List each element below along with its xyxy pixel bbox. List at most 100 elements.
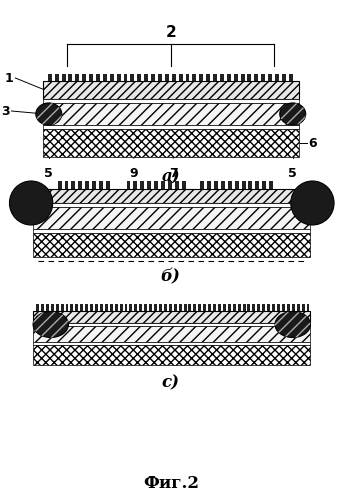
Bar (289, 74, 293, 81)
Bar (174, 304, 177, 311)
Bar (267, 304, 270, 311)
Bar (33, 326, 310, 342)
Ellipse shape (33, 311, 68, 337)
Bar (269, 181, 273, 189)
Bar (262, 304, 265, 311)
Text: 1: 1 (5, 71, 13, 84)
Bar (65, 304, 68, 311)
Bar (268, 74, 272, 81)
Bar (33, 311, 310, 323)
Ellipse shape (36, 103, 62, 125)
Bar (120, 304, 123, 311)
Bar (65, 181, 68, 189)
Bar (218, 304, 221, 311)
Bar (207, 181, 211, 189)
Bar (80, 304, 83, 311)
Bar (43, 99, 299, 103)
Bar (140, 181, 144, 189)
Bar (85, 181, 89, 189)
Bar (179, 304, 182, 311)
Bar (186, 74, 189, 81)
Bar (105, 304, 108, 311)
Bar (43, 125, 299, 129)
Text: 6: 6 (308, 137, 317, 150)
Bar (255, 181, 259, 189)
Bar (144, 304, 147, 311)
Bar (100, 304, 103, 311)
Bar (203, 304, 206, 311)
Text: 7: 7 (170, 167, 178, 180)
Bar (228, 304, 231, 311)
Bar (184, 304, 186, 311)
Bar (126, 181, 130, 189)
Bar (92, 181, 96, 189)
Bar (192, 74, 196, 81)
Bar (182, 181, 186, 189)
Bar (33, 345, 310, 365)
Bar (287, 304, 290, 311)
Bar (243, 304, 246, 311)
Bar (68, 74, 72, 81)
Bar (99, 181, 103, 189)
Ellipse shape (280, 103, 306, 125)
Bar (48, 74, 52, 81)
Bar (110, 304, 113, 311)
Bar (233, 304, 236, 311)
Bar (242, 181, 246, 189)
Bar (43, 129, 299, 157)
Bar (164, 304, 167, 311)
Bar (43, 103, 299, 125)
Bar (238, 304, 241, 311)
Bar (221, 181, 225, 189)
Bar (134, 304, 137, 311)
Bar (248, 181, 252, 189)
Bar (223, 304, 226, 311)
Bar (282, 74, 286, 81)
Bar (200, 181, 204, 189)
Bar (133, 181, 137, 189)
Bar (179, 74, 183, 81)
Text: б): б) (161, 268, 181, 285)
Bar (110, 74, 114, 81)
Bar (161, 181, 165, 189)
Text: 2: 2 (165, 25, 176, 40)
Bar (277, 304, 280, 311)
Bar (55, 74, 59, 81)
Bar (228, 181, 232, 189)
Bar (43, 81, 299, 99)
Bar (275, 74, 279, 81)
Bar (234, 74, 238, 81)
Bar (149, 304, 152, 311)
Bar (252, 304, 255, 311)
Bar (188, 304, 191, 311)
Bar (103, 74, 107, 81)
Bar (169, 304, 172, 311)
Bar (227, 74, 231, 81)
Bar (168, 181, 172, 189)
Bar (139, 304, 142, 311)
Bar (82, 74, 86, 81)
Bar (262, 181, 266, 189)
Bar (33, 342, 310, 345)
Bar (235, 181, 239, 189)
Bar (61, 304, 64, 311)
Bar (90, 304, 93, 311)
Bar (130, 74, 134, 81)
Bar (213, 304, 216, 311)
Bar (125, 304, 127, 311)
Bar (241, 74, 245, 81)
Bar (115, 304, 118, 311)
Bar (36, 304, 39, 311)
Bar (95, 304, 98, 311)
Bar (165, 74, 169, 81)
Bar (257, 304, 260, 311)
Bar (199, 74, 203, 81)
Text: Фиг.2: Фиг.2 (143, 475, 199, 492)
Bar (46, 304, 49, 311)
Bar (85, 304, 88, 311)
Bar (137, 74, 141, 81)
Bar (282, 304, 285, 311)
Bar (33, 233, 310, 257)
Bar (213, 74, 217, 81)
Bar (106, 181, 110, 189)
